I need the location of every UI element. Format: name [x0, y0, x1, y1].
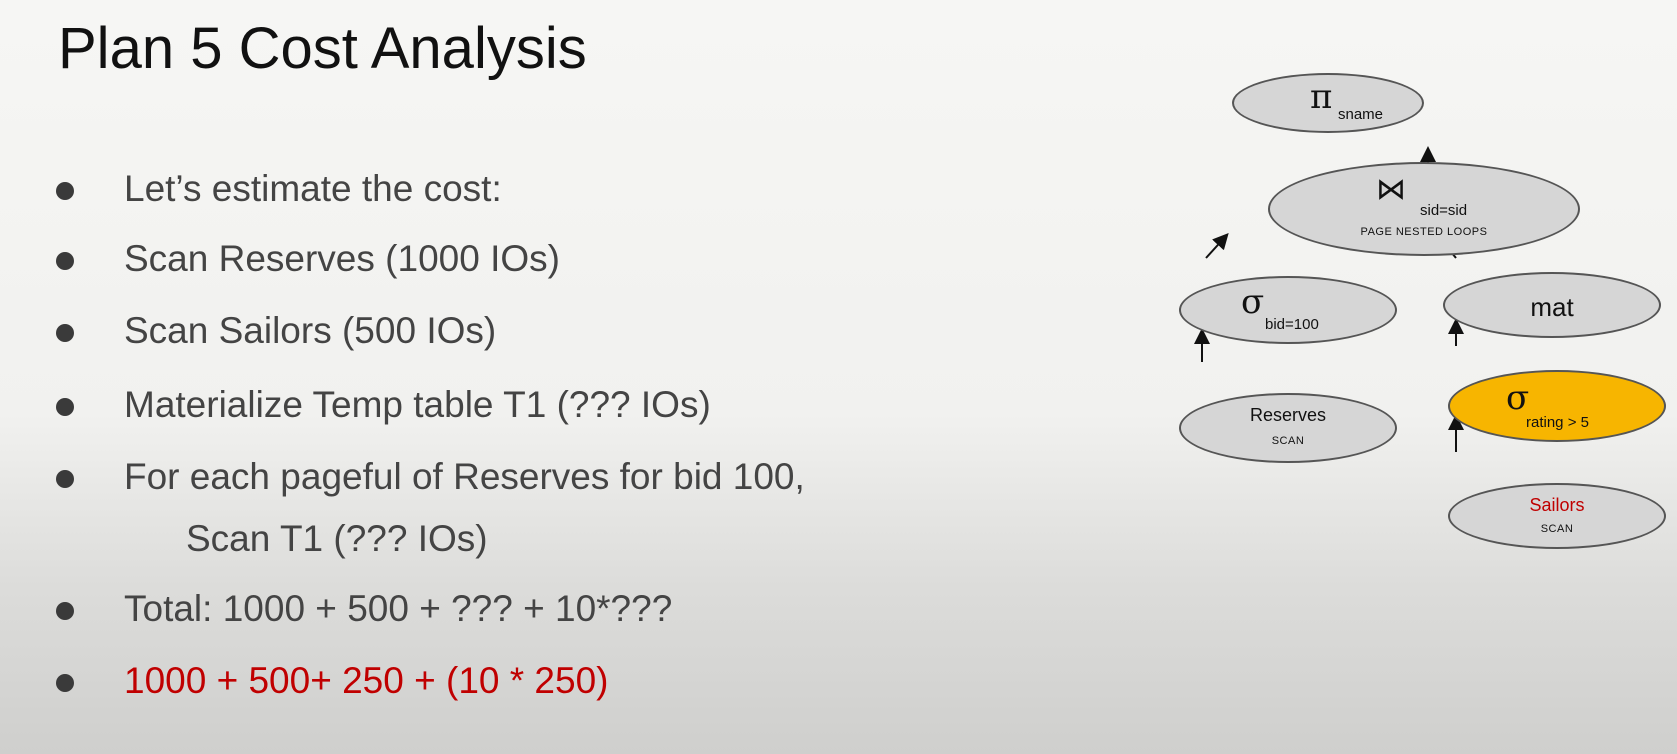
plan-node-reserves-scan: Reserves SCAN	[1179, 393, 1397, 463]
select-reserves-subscript: bid=100	[1265, 316, 1319, 333]
bullet-continuation: Scan T1 (??? IOs)	[186, 518, 488, 559]
bullet-dot-icon	[56, 398, 74, 416]
select-reserves-symbol: σ	[1241, 282, 1265, 322]
sailors-method: SCAN	[1540, 523, 1574, 535]
projection-symbol: π	[1310, 77, 1333, 117]
plan-node-materialize: mat	[1443, 272, 1661, 338]
bullet-text: Scan Sailors (500 IOs)	[124, 310, 497, 351]
select-sailors-symbol: σ	[1506, 378, 1530, 418]
projection-subscript: sname	[1338, 106, 1384, 123]
join-method: PAGE NESTED LOOPS	[1360, 226, 1488, 238]
plan-node-select-reserves: σ bid=100	[1179, 276, 1397, 344]
bullet-dot-icon	[56, 182, 74, 200]
bullet-text: Materialize Temp table T1 (??? IOs)	[124, 384, 711, 425]
reserves-label: Reserves	[1249, 405, 1327, 425]
join-symbol: ⋈	[1376, 172, 1406, 207]
bullet-text-answer: 1000 + 500+ 250 + (10 * 250)	[124, 660, 609, 701]
plan-node-join: ⋈ sid=sid PAGE NESTED LOOPS	[1268, 162, 1580, 256]
plan-node-sailors-scan: Sailors SCAN	[1448, 483, 1666, 549]
plan-node-select-sailors: σ rating > 5	[1448, 370, 1666, 442]
bullet-list: Let’s estimate the cost: Scan Reserves (…	[56, 168, 805, 701]
edge-select-reserves-to-join	[1205, 233, 1229, 259]
join-subscript: sid=sid	[1420, 202, 1468, 219]
bullet-text: Total: 1000 + 500 + ??? + 10*???	[124, 588, 673, 629]
select-sailors-subscript: rating > 5	[1526, 414, 1589, 431]
bullet-dot-icon	[56, 470, 74, 488]
bullet-text: Scan Reserves (1000 IOs)	[124, 238, 560, 279]
sailors-label: Sailors	[1529, 495, 1585, 515]
bullet-dot-icon	[56, 324, 74, 342]
plan-node-projection: π sname	[1232, 73, 1424, 133]
materialize-label: mat	[1530, 292, 1574, 322]
bullet-text: Let’s estimate the cost:	[124, 168, 502, 209]
reserves-method: SCAN	[1271, 435, 1305, 447]
slide-title: Plan 5 Cost Analysis	[58, 16, 587, 81]
bullet-text: For each pageful of Reserves for bid 100…	[124, 456, 805, 497]
bullet-dot-icon	[56, 674, 74, 692]
bullet-dot-icon	[56, 252, 74, 270]
bullet-dot-icon	[56, 602, 74, 620]
